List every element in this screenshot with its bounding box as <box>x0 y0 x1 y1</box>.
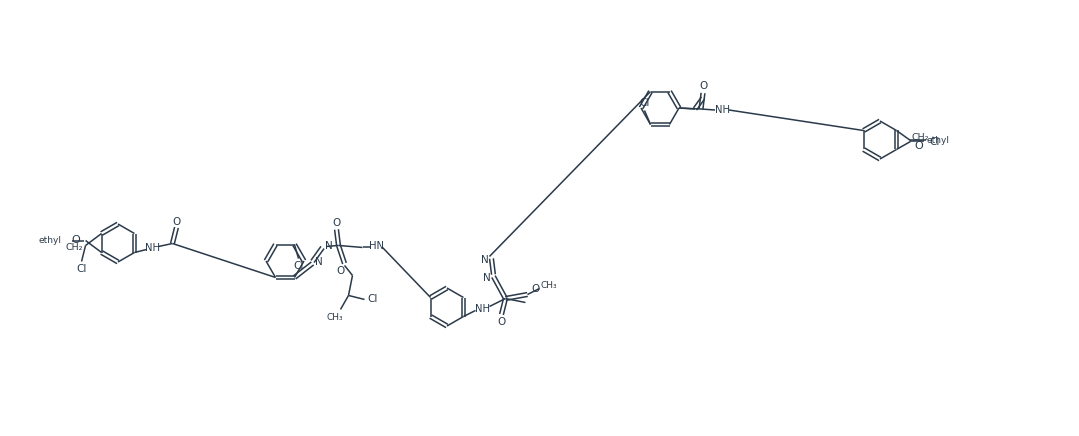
Text: Cl: Cl <box>640 99 650 109</box>
Text: CH₂: CH₂ <box>65 243 83 252</box>
Text: ethyl: ethyl <box>927 136 950 145</box>
Text: NH: NH <box>714 105 729 115</box>
Text: Cl: Cl <box>77 263 86 273</box>
Text: CH₃: CH₃ <box>541 281 557 290</box>
Text: O: O <box>914 140 923 150</box>
Text: CH₂: CH₂ <box>912 133 929 142</box>
Text: HN: HN <box>369 242 384 252</box>
Text: N: N <box>480 255 489 265</box>
Text: NH: NH <box>475 303 490 313</box>
Text: NH: NH <box>145 242 160 252</box>
Text: O: O <box>173 217 180 226</box>
Text: CH₃: CH₃ <box>326 313 343 322</box>
Text: O: O <box>531 283 540 293</box>
Text: O: O <box>497 317 506 327</box>
Text: N: N <box>482 272 490 283</box>
Text: O: O <box>332 218 341 228</box>
Text: N: N <box>325 242 332 252</box>
Text: Cl: Cl <box>929 136 940 146</box>
Text: Cl: Cl <box>367 294 378 304</box>
Text: O: O <box>72 235 81 245</box>
Text: ethyl: ethyl <box>39 236 62 245</box>
Text: O: O <box>699 81 707 91</box>
Text: Cl: Cl <box>293 261 303 271</box>
Text: N: N <box>315 257 323 267</box>
Text: O: O <box>337 266 344 276</box>
